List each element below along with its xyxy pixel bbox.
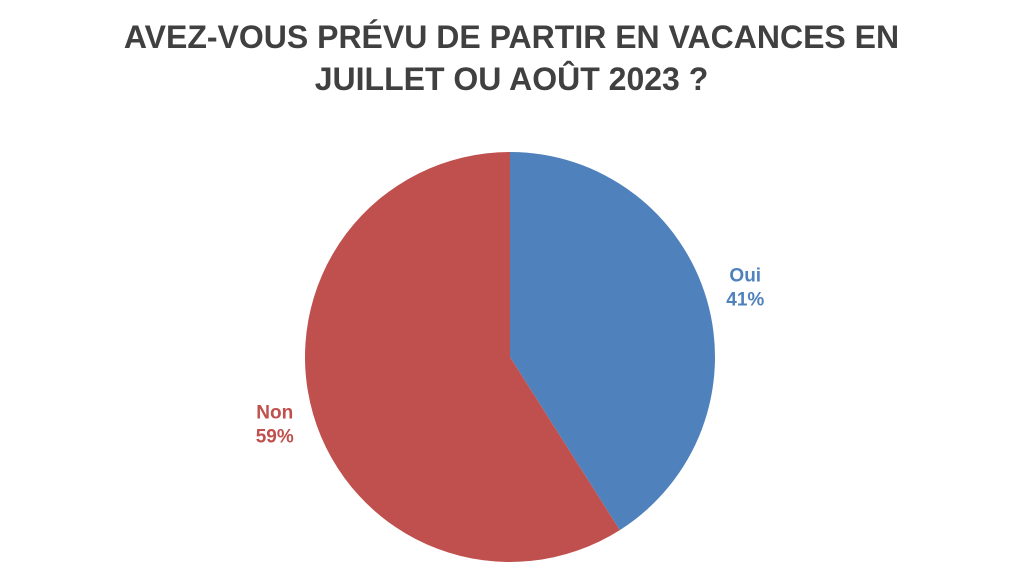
slice-label: Non [256,402,293,423]
slice-value-label: 59% [256,426,294,447]
chart-title: AVEZ-VOUS PRÉVU DE PARTIR EN VACANCES EN… [123,19,900,97]
pie-slice [304,152,620,562]
slice-value-label: 41% [726,290,764,311]
slice-label: Oui [729,266,761,287]
pie-slice [510,152,715,531]
